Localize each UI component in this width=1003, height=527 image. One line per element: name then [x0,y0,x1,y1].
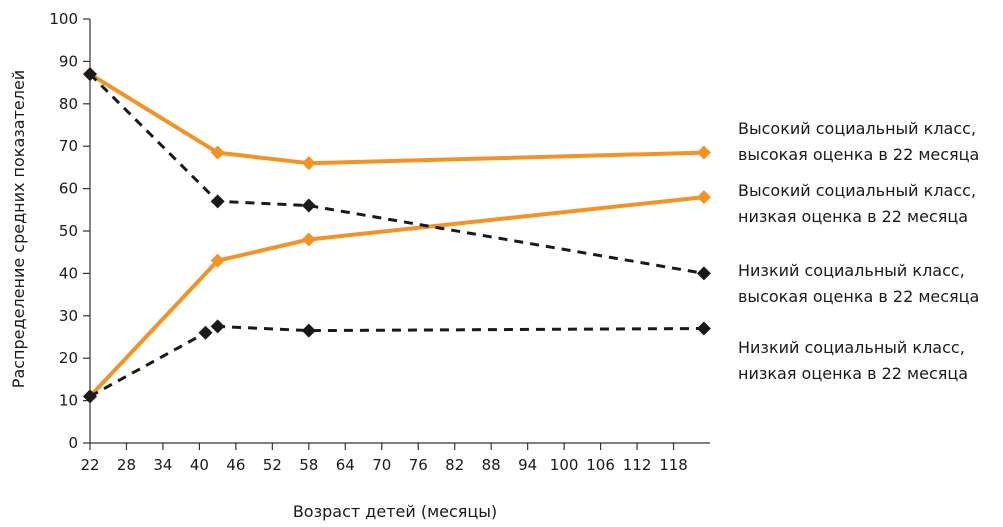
series-1 [83,67,711,171]
x-tick-label: 52 [263,456,282,474]
legend-entry: низкая оценка в 22 месяца [738,207,968,226]
series-line [88,73,705,275]
x-tick-label: 64 [336,456,355,474]
x-tick-label: 94 [518,456,537,474]
series-3 [83,67,711,281]
data-point [210,194,225,209]
y-tick-label: 60 [59,180,78,198]
x-tick-label: 112 [623,456,652,474]
legend-entry: низкая оценка в 22 месяца [738,364,968,383]
x-tick-label: 34 [153,456,172,474]
x-tick-label: 82 [445,456,464,474]
y-tick-label: 100 [49,10,78,28]
x-tick-label: 118 [659,456,688,474]
data-point [83,67,97,82]
x-tick-label: 106 [586,456,615,474]
series-line [88,195,705,398]
data-point [210,319,225,334]
x-tick-label: 28 [117,456,136,474]
data-point [301,198,316,213]
y-tick-label: 50 [59,222,78,240]
data-point [301,232,316,247]
y-tick-label: 10 [59,392,78,410]
y-tick-label: 0 [68,434,78,452]
data-point [198,325,213,340]
x-tick-label: 70 [372,456,391,474]
y-tick-label: 30 [59,307,78,325]
axes: 0 10 20 30 40 50 60 70 80 90 100 22 28 34 40 46 52 58 64 70… [49,10,710,474]
series-layer [83,67,711,404]
x-tick-label: 22 [80,456,99,474]
legend: Высокий социальный класс, высокая оценка … [738,119,979,383]
x-tick-label: 58 [299,456,318,474]
y-tick-label: 40 [59,264,78,282]
data-point [210,253,225,268]
legend-entry: высокая оценка в 22 месяца [738,145,979,164]
legend-entry: Высокий социальный класс, [738,181,976,200]
legend-entry: Низкий социальный класс, [738,338,965,357]
y-tick-label: 90 [59,52,78,70]
series-2 [83,190,711,404]
x-tick-label: 40 [190,456,209,474]
series-line [88,72,704,166]
data-point [696,266,711,281]
x-tick-label: 46 [226,456,245,474]
data-point [696,190,711,205]
series-4 [83,319,711,404]
x-tick-label: 100 [550,456,579,474]
x-tick-label: 88 [482,456,501,474]
y-axis-label: Распределение средних показателей [9,70,28,388]
data-point [301,156,316,171]
x-axis-label: Возраст детей (месяцы) [293,502,497,521]
x-tick-label: 76 [409,456,428,474]
series-line [89,324,704,398]
data-point [210,145,225,160]
y-tick-label: 20 [59,349,78,367]
y-tick-label: 80 [59,95,78,113]
y-tick-label: 70 [59,137,78,155]
data-point [301,323,316,338]
data-point [696,145,711,160]
data-point [696,321,711,336]
data-point [83,389,97,404]
legend-entry: высокая оценка в 22 месяца [738,287,979,306]
legend-entry: Низкий социальный класс, [738,261,965,280]
legend-entry: Высокий социальный класс, [738,119,976,138]
